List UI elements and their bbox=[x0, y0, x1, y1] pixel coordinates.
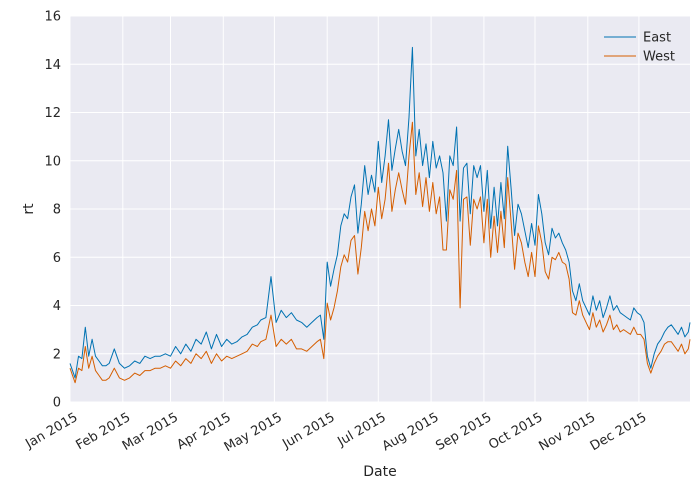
legend-label-east: East bbox=[643, 31, 671, 46]
y-tick-label: 4 bbox=[53, 299, 61, 314]
series-group bbox=[69, 46, 691, 384]
y-tick-label: 6 bbox=[53, 251, 61, 266]
grid bbox=[69, 15, 690, 403]
x-tick-label: May 2015 bbox=[222, 410, 285, 455]
x-tick-label: Oct 2015 bbox=[486, 410, 545, 453]
x-tick-label: Jan 2015 bbox=[22, 410, 80, 452]
legend: East West bbox=[604, 31, 675, 65]
y-tick-label: 8 bbox=[53, 203, 61, 218]
x-tick-label: Dec 2015 bbox=[588, 410, 650, 454]
y-tick-label: 14 bbox=[44, 58, 61, 73]
y-axis-label: rt bbox=[21, 203, 37, 215]
y-tick-label: 10 bbox=[44, 154, 61, 169]
legend-label-west: West bbox=[643, 50, 675, 65]
y-tick-label: 12 bbox=[44, 106, 61, 121]
x-tick-label: Jun 2015 bbox=[279, 410, 337, 452]
y-axis: 0 2 4 6 8 10 12 14 16 bbox=[44, 10, 61, 411]
x-tick-label: Aug 2015 bbox=[380, 410, 442, 454]
y-tick-label: 0 bbox=[53, 396, 61, 411]
x-tick-label: Sep 2015 bbox=[433, 410, 494, 454]
series-line-east bbox=[69, 46, 691, 379]
y-tick-label: 16 bbox=[44, 10, 61, 25]
x-tick-label: Nov 2015 bbox=[536, 410, 598, 454]
y-tick-label: 2 bbox=[53, 347, 61, 362]
x-axis-label: Date bbox=[363, 464, 396, 480]
series-line-west bbox=[69, 121, 691, 384]
